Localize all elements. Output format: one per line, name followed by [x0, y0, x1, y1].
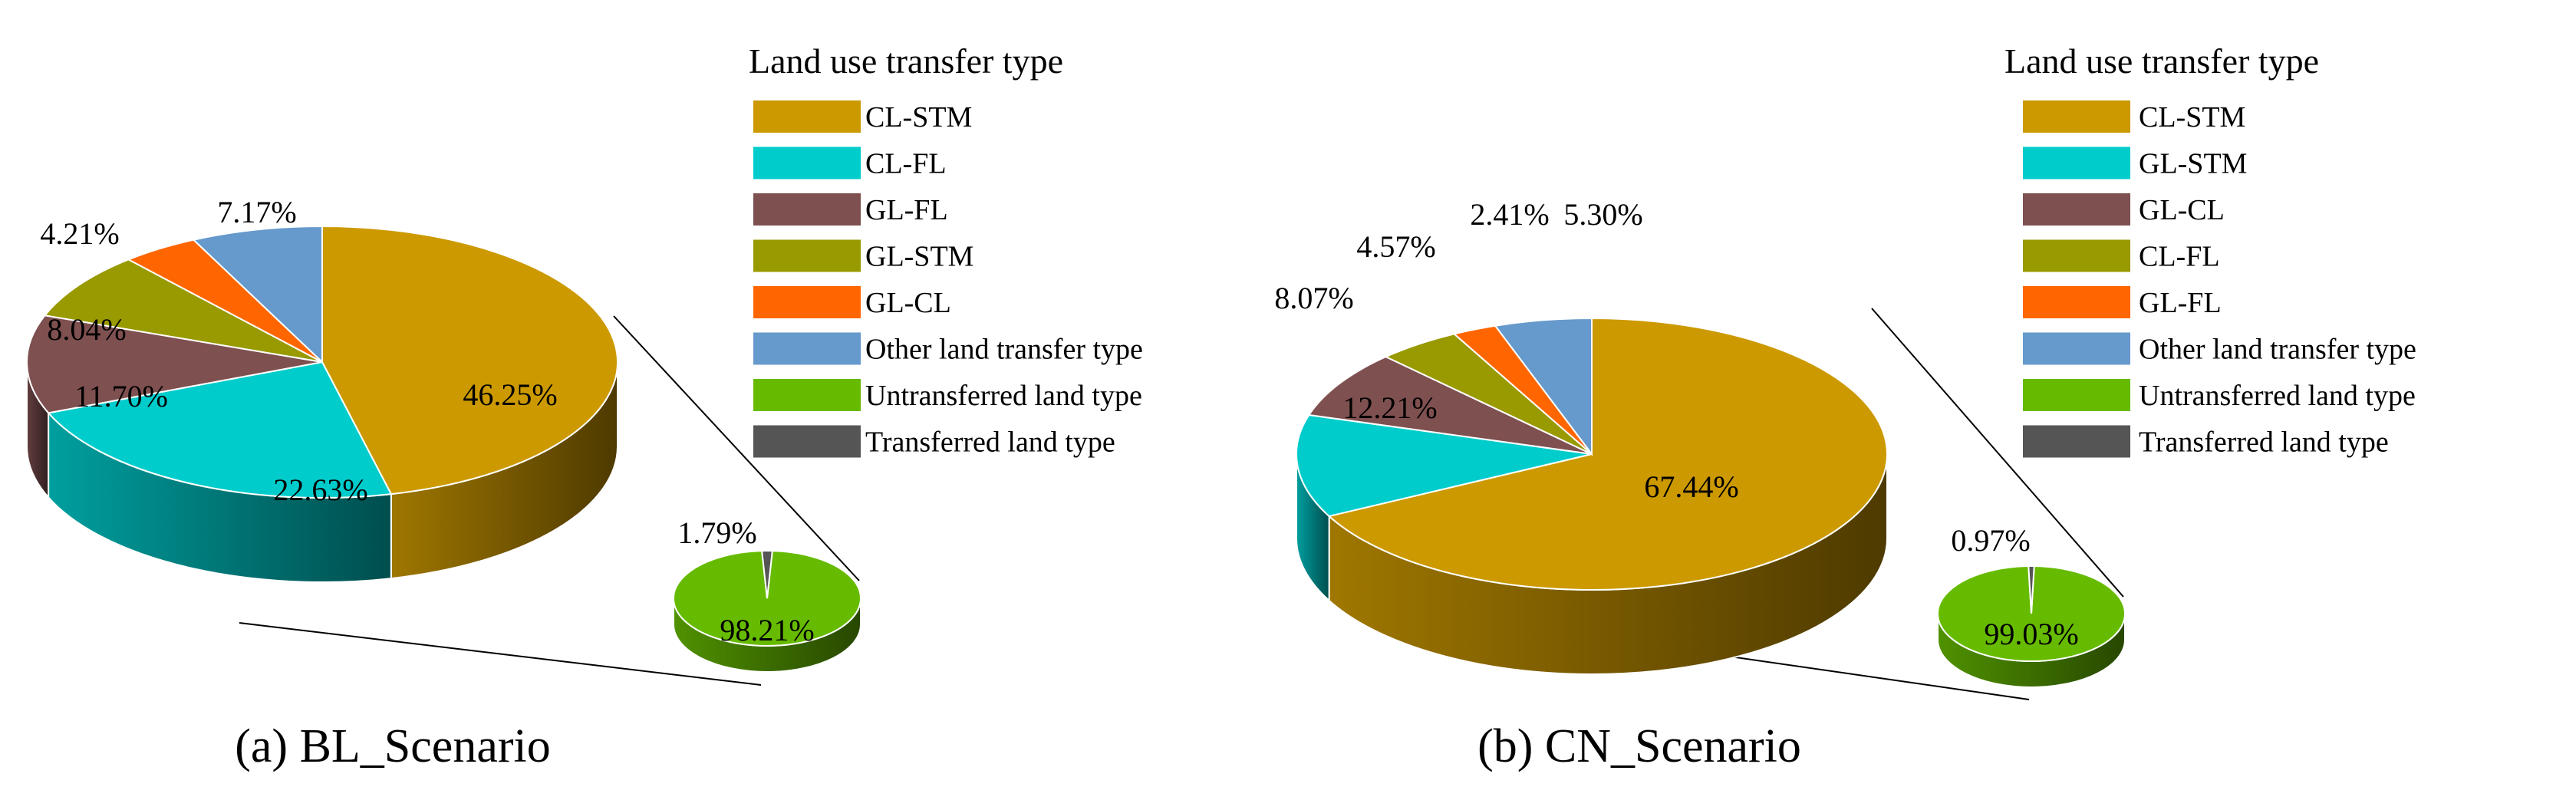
- cn-main-slice-cl-stm: [1327, 317, 1888, 591]
- bl-connector-line-1: [613, 315, 860, 581]
- bl-legend: Land use transfer type CL-STM CL-FL GL-FL GL…: [749, 41, 1143, 459]
- cn-main-label-cl-fl: 4.57%: [1356, 229, 1435, 264]
- bl-main-pie: [26, 225, 618, 583]
- cn-legend-label-gl-cl: GL-CL: [2139, 194, 2225, 226]
- bl-legend-swatch-gl-stm: [753, 239, 861, 272]
- bl-sub-pie: [673, 549, 861, 673]
- cn-sub-pie: [1937, 565, 2126, 688]
- cn-caption: (b) CN_Scenario: [1477, 720, 1801, 772]
- bl-legend-swatch-other-land-transfer-type: [753, 332, 861, 365]
- cn-main-slice-gl-stm: [1296, 413, 1593, 518]
- cn-legend-swatch-gl-cl: [2023, 193, 2130, 226]
- bl-legend-swatch-gl-cl: [753, 286, 861, 318]
- cn-main-label-cl-stm: 67.44%: [1644, 469, 1738, 504]
- bl-main-label-other-land-transfer-type: 7.17%: [217, 195, 296, 229]
- cn-legend-swatch-gl-fl: [2023, 286, 2130, 318]
- cn-main-label-gl-cl: 8.07%: [1274, 281, 1353, 315]
- bl-legend-label-untransferred-land-type: Untransferred land type: [865, 380, 1142, 412]
- bl-legend-label-gl-cl: GL-CL: [865, 287, 951, 319]
- bl-main-label-gl-stm: 8.04%: [47, 312, 126, 347]
- bl-main-slice-other-land-transfer-type: [192, 225, 323, 364]
- bl-chart: 46.25% 22.63% 11.70% 8.04% 4.21% 7.17% 98.21% 1…: [26, 41, 1143, 772]
- cn-chart: 67.44% 12.21% 8.07%4.57% 2.41% 5.30% 99.03% 0.…: [1274, 41, 2416, 772]
- bl-legend-swatch-transferred-land-type: [753, 425, 861, 458]
- bl-main-slice-cl-fl: [47, 361, 393, 499]
- bl-main-label-gl-cl: 4.21%: [40, 216, 119, 251]
- cn-legend-label-gl-fl: GL-FL: [2139, 287, 2222, 319]
- bl-legend-label-cl-fl: CL-FL: [865, 148, 947, 180]
- bl-sub-label-untransferred-land-type: 98.21%: [720, 613, 814, 647]
- bl-connector-line-2: [239, 622, 762, 686]
- bl-legend-label-gl-stm: GL-STM: [865, 241, 973, 273]
- bl-caption: (a) BL_Scenario: [235, 720, 550, 772]
- cn-legend-swatch-gl-stm: [2023, 147, 2130, 179]
- bl-legend-swatch-untransferred-land-type: [753, 379, 861, 411]
- cn-main-label-other-land-transfer-type: 5.30%: [1563, 197, 1642, 232]
- cn-main-slice-other-land-transfer-type: [1494, 317, 1593, 456]
- bl-main-slice-gl-fl: [26, 314, 323, 414]
- cn-legend: Land use transfer type CL-STM GL-STM GL-CL C…: [2004, 41, 2416, 459]
- cn-main-pie: [1296, 317, 1888, 676]
- bl-legend-label-cl-stm: CL-STM: [865, 101, 972, 133]
- bl-legend-label-transferred-land-type: Transferred land type: [865, 426, 1115, 459]
- bl-legend-label-other-land-transfer-type: Other land transfer type: [865, 334, 1143, 366]
- cn-legend-swatch-other-land-transfer-type: [2023, 332, 2130, 365]
- cn-legend-label-untransferred-land-type: Untransferred land type: [2139, 380, 2416, 412]
- cn-legend-title: Land use transfer type: [2004, 41, 2319, 81]
- bl-main-slice-cl-stm: [321, 225, 618, 496]
- bl-main-slice-gl-stm: [43, 258, 323, 363]
- bl-legend-swatch-cl-fl: [753, 147, 861, 179]
- cn-sub-slice-untransferred-land-type: [1937, 565, 2126, 662]
- bl-legend-swatch-cl-stm: [753, 100, 861, 133]
- bl-main-label-cl-stm: 46.25%: [463, 377, 557, 412]
- bl-legend-label-gl-fl: GL-FL: [865, 194, 948, 226]
- cn-legend-label-cl-fl: CL-FL: [2139, 241, 2220, 273]
- bl-legend-title: Land use transfer type: [749, 41, 1063, 81]
- cn-sub-label-untransferred-land-type: 99.03%: [1984, 617, 2078, 651]
- cn-main-label-gl-stm: 12.21%: [1342, 390, 1437, 425]
- cn-main-slice-gl-cl: [1307, 356, 1593, 455]
- bl-sub-slice-transferred-land-type: [761, 549, 773, 599]
- cn-legend-label-gl-stm: GL-STM: [2139, 148, 2247, 180]
- cn-legend-swatch-cl-fl: [2023, 239, 2130, 272]
- cn-legend-label-cl-stm: CL-STM: [2139, 101, 2245, 133]
- bl-sub-label-transferred-land-type: 1.79%: [677, 515, 756, 550]
- cn-legend-swatch-transferred-land-type: [2023, 425, 2130, 458]
- cn-legend-swatch-untransferred-land-type: [2023, 379, 2130, 411]
- bl-main-label-cl-fl: 22.63%: [273, 472, 367, 507]
- cn-sub-slice-transferred-land-type: [2028, 565, 2035, 614]
- cn-legend-swatch-cl-stm: [2023, 100, 2130, 133]
- cn-main-label-gl-fl: 2.41%: [1470, 197, 1549, 232]
- cn-connector-line-1: [1871, 308, 2124, 598]
- cn-legend-label-transferred-land-type: Transferred land type: [2139, 426, 2389, 459]
- cn-sub-label-transferred-land-type: 0.97%: [1951, 523, 2030, 558]
- bl-legend-swatch-gl-fl: [753, 193, 861, 226]
- bl-main-label-gl-fl: 11.70%: [74, 379, 168, 413]
- cn-legend-label-other-land-transfer-type: Other land transfer type: [2139, 334, 2416, 366]
